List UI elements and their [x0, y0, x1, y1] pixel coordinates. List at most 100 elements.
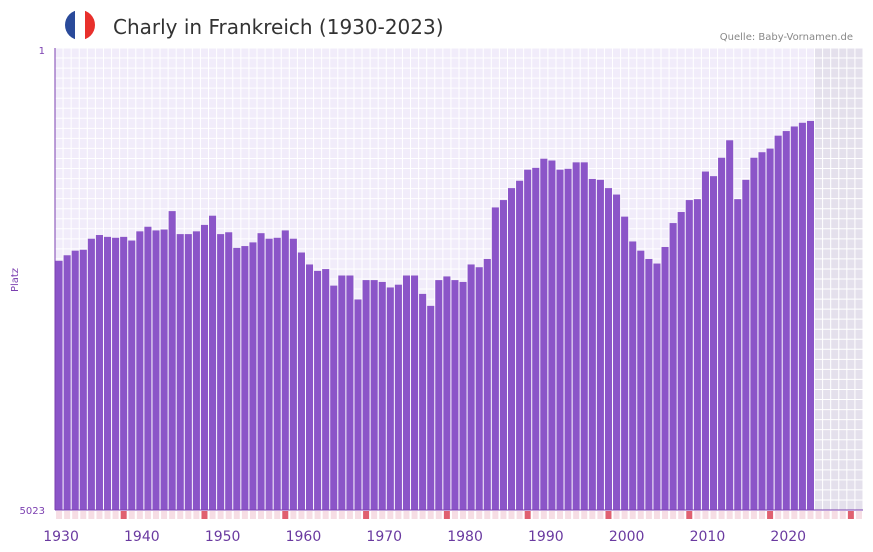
bar	[427, 305, 435, 510]
decade-tick-mark	[282, 511, 289, 519]
bar	[71, 250, 79, 510]
bar	[750, 157, 758, 510]
bar	[621, 216, 629, 510]
bar	[209, 215, 217, 511]
year-tick-mark	[613, 511, 620, 519]
year-tick-mark	[807, 511, 814, 519]
year-tick-mark	[395, 511, 402, 519]
year-tick-mark	[185, 511, 192, 519]
x-tick-label: 1990	[528, 529, 564, 545]
bar	[435, 280, 443, 510]
year-tick-mark	[645, 511, 652, 519]
grid-lines	[54, 47, 864, 511]
bar	[540, 158, 548, 510]
year-tick-mark	[557, 511, 563, 519]
decade-tick-mark	[767, 511, 774, 519]
bar	[241, 246, 249, 510]
year-tick-mark	[734, 511, 741, 519]
bar	[532, 167, 540, 511]
year-tick-mark	[298, 511, 305, 519]
decade-tick-mark	[524, 511, 531, 519]
year-tick-mark	[573, 511, 580, 519]
bar	[451, 280, 459, 510]
bar-series	[55, 120, 815, 511]
year-tick-mark	[548, 511, 555, 519]
bar	[572, 162, 580, 510]
year-tick-mark	[161, 511, 168, 519]
year-tick-mark	[468, 511, 475, 519]
year-tick-mark	[492, 511, 499, 519]
bar	[742, 179, 750, 510]
year-tick-mark	[710, 511, 717, 519]
bar	[709, 176, 718, 510]
bar	[588, 178, 596, 511]
bar	[677, 212, 685, 511]
bar	[467, 264, 475, 510]
bar	[289, 238, 297, 510]
bar	[120, 236, 128, 510]
bar	[645, 258, 653, 510]
bar	[443, 276, 451, 510]
year-tick-mark	[387, 511, 394, 519]
year-tick-mark	[427, 511, 434, 519]
year-tick-mark	[460, 511, 467, 519]
x-tick-label: 1960	[286, 529, 322, 545]
x-tick-label: 1970	[366, 529, 402, 545]
year-tick-mark	[597, 511, 604, 519]
bar	[103, 236, 112, 510]
year-tick-mark	[266, 511, 273, 519]
year-tick-mark	[209, 511, 216, 519]
bar	[774, 135, 782, 510]
decade-tick-mark	[605, 511, 612, 519]
bar	[55, 260, 63, 510]
year-tick-mark	[670, 511, 677, 519]
decade-tick-mark	[201, 511, 208, 519]
year-tick-mark	[823, 511, 830, 519]
bar	[475, 267, 483, 510]
year-tick-mark	[371, 511, 378, 519]
x-tick-label: 2010	[690, 529, 726, 545]
france-flag-icon	[65, 10, 95, 40]
axes	[54, 48, 863, 511]
bar	[637, 250, 645, 510]
bar	[305, 264, 314, 510]
year-tick-mark	[56, 511, 63, 519]
year-tick-mark	[290, 511, 297, 519]
bar	[386, 287, 394, 510]
bar	[314, 270, 322, 510]
year-tick-mark	[451, 511, 458, 519]
y-tick-label-bottom: 5023	[20, 506, 45, 517]
bar	[95, 235, 103, 510]
bar	[402, 275, 411, 510]
bar	[548, 160, 556, 510]
bar	[160, 229, 168, 510]
bar	[233, 247, 241, 510]
year-tick-mark	[128, 511, 135, 519]
year-tick-mark	[274, 511, 281, 519]
bar	[580, 162, 588, 510]
bar	[63, 255, 71, 510]
decade-tick-mark	[443, 511, 450, 519]
year-tick-mark	[621, 511, 628, 519]
bar	[718, 157, 726, 510]
year-tick-mark	[306, 511, 313, 519]
year-tick-mark	[581, 511, 588, 519]
bar	[596, 179, 604, 510]
year-tick-mark	[64, 511, 71, 519]
year-tick-mark	[629, 511, 636, 519]
year-tick-mark	[346, 511, 353, 519]
bar	[152, 230, 160, 511]
x-tick-label: 1930	[43, 529, 79, 545]
bar	[499, 200, 507, 510]
year-tick-mark	[217, 511, 224, 519]
decade-tick-mark	[120, 511, 127, 519]
decade-tick-mark	[363, 511, 370, 519]
year-tick-mark	[338, 511, 345, 519]
bar	[734, 199, 742, 511]
year-tick-mark	[476, 511, 483, 519]
year-tick-mark	[419, 511, 426, 519]
y-axis-label: Platz	[10, 268, 21, 292]
bar	[459, 281, 467, 510]
